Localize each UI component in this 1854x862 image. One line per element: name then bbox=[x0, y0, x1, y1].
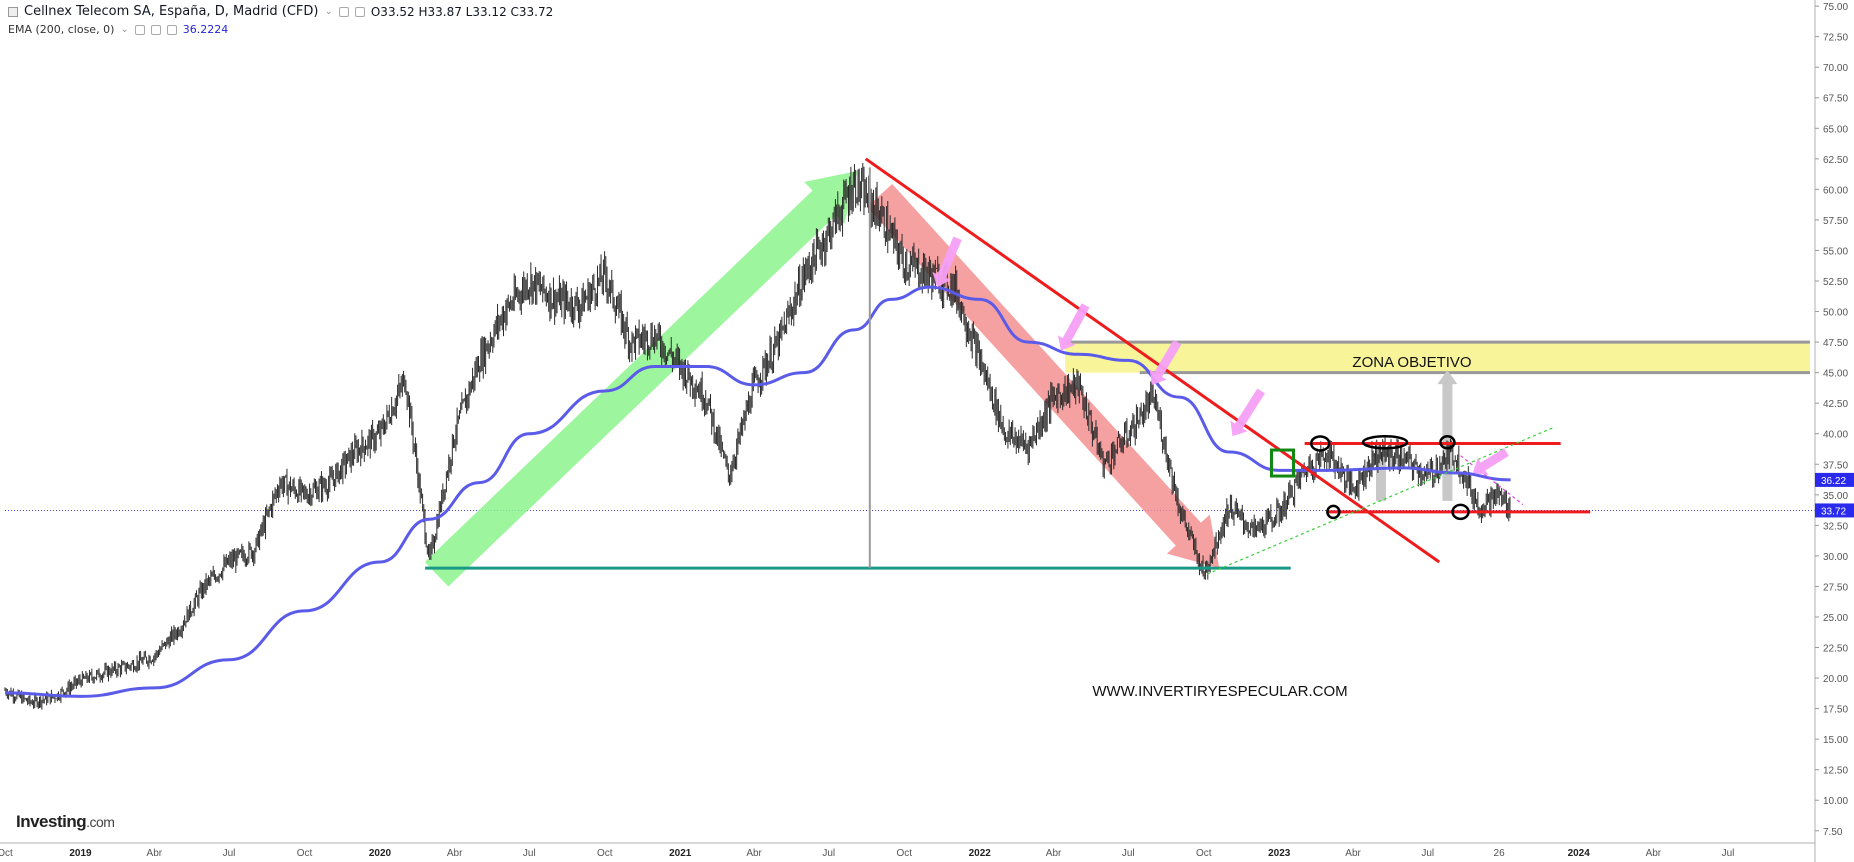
ema-line bbox=[4, 285, 1511, 698]
time-tick-label: Abr bbox=[1046, 848, 1062, 859]
pink-signal-arrow bbox=[1057, 303, 1090, 351]
time-tick-label: Jul bbox=[523, 848, 536, 859]
ema-price-tag: 36.22 bbox=[1821, 476, 1846, 487]
eye-icon[interactable] bbox=[338, 6, 349, 17]
pink-signal-arrow bbox=[1230, 388, 1265, 437]
pink-signal-arrow bbox=[932, 236, 962, 288]
settings-icon[interactable] bbox=[150, 24, 161, 35]
collapse-icon[interactable] bbox=[8, 6, 18, 17]
time-tick-label: Oct bbox=[297, 848, 313, 859]
ohlc-values: O33.52 H33.87 L33.12 C33.72 bbox=[370, 4, 554, 19]
instrument-title: Cellnex Telecom SA, España, D, Madrid (C… bbox=[24, 4, 319, 19]
time-tick-label: Abr bbox=[746, 848, 762, 859]
price-tick-label: 42.50 bbox=[1823, 399, 1848, 410]
pivot-circle bbox=[1326, 504, 1341, 520]
price-axis[interactable]: 75.00 72.50 70.00 67.50 65.00 62.50 60.00 57.50… bbox=[1814, 0, 1848, 862]
pivot-circle bbox=[1309, 435, 1331, 452]
time-tick-label: Jul bbox=[822, 848, 835, 859]
price-tick-label: 40.00 bbox=[1823, 430, 1848, 441]
price-tick-label: 57.50 bbox=[1823, 216, 1848, 227]
chevron-down-icon[interactable]: ⌄ bbox=[324, 6, 333, 17]
ema-200-line bbox=[4, 285, 1511, 698]
time-tick-label: 2021 bbox=[669, 848, 692, 859]
time-tick-label: 2020 bbox=[369, 848, 392, 859]
price-tick-label: 75.00 bbox=[1823, 2, 1848, 13]
target-zone bbox=[1065, 340, 1810, 375]
price-tick-label: 10.00 bbox=[1823, 796, 1848, 807]
price-tags: 36.22 33.72 bbox=[1815, 472, 1854, 518]
price-tick-label: 32.50 bbox=[1823, 521, 1848, 532]
price-tick-label: 65.00 bbox=[1823, 124, 1848, 135]
ema-price-tag-bg bbox=[1815, 472, 1854, 487]
investing-logo: Investing.com bbox=[16, 812, 115, 831]
price-tick-label: 7.50 bbox=[1823, 827, 1843, 838]
price-tick-label: 62.50 bbox=[1823, 155, 1848, 166]
zone-objetivo-label: ZONA OBJETIVO bbox=[1352, 354, 1471, 371]
price-tick-label: 60.00 bbox=[1823, 185, 1848, 196]
drawing-lines bbox=[425, 157, 1591, 575]
price-tick-label: 72.50 bbox=[1823, 33, 1848, 44]
time-tick-label: Abr bbox=[147, 848, 163, 859]
website-watermark: WWW.INVERTIRYESPECULAR.COM bbox=[1092, 683, 1347, 700]
price-tick-label: 45.00 bbox=[1823, 369, 1848, 380]
price-tick-label: 22.50 bbox=[1823, 644, 1848, 655]
zone-rect bbox=[1065, 342, 1810, 373]
time-tick-label: 2022 bbox=[969, 848, 992, 859]
dotted-downtrend-line bbox=[1460, 455, 1524, 506]
indicator-label: EMA (200, close, 0) bbox=[8, 23, 115, 36]
time-tick-label: Jul bbox=[1122, 848, 1135, 859]
time-axis[interactable]: Oct 2019 Abr Jul Oct 2020 Abr Jul Oct 2021 Abr Jul O… bbox=[0, 842, 1815, 859]
time-tick-label: Jul bbox=[1421, 848, 1434, 859]
settings-icon[interactable] bbox=[354, 6, 365, 17]
time-tick-label: 2023 bbox=[1268, 848, 1291, 859]
time-tick-label: 2019 bbox=[69, 848, 92, 859]
time-tick-label: Oct bbox=[0, 848, 13, 859]
indicator-value: 36.2224 bbox=[182, 23, 229, 36]
time-tick-label: Jul bbox=[223, 848, 236, 859]
pink-signal-arrow bbox=[1472, 448, 1509, 476]
price-tick-label: 70.00 bbox=[1823, 63, 1848, 74]
time-tick-label: Oct bbox=[1196, 848, 1212, 859]
price-tick-label: 67.50 bbox=[1823, 94, 1848, 105]
pivot-circle bbox=[1361, 435, 1409, 450]
breakout-square bbox=[1270, 448, 1296, 478]
price-tick-label: 50.00 bbox=[1823, 308, 1848, 319]
time-tick-label: Abr bbox=[1345, 848, 1361, 859]
price-tick-label: 55.00 bbox=[1823, 246, 1848, 257]
price-tick-label: 20.00 bbox=[1823, 674, 1848, 685]
last-price-tag: 33.72 bbox=[1821, 506, 1846, 517]
price-tick-label: 52.50 bbox=[1823, 277, 1848, 288]
time-tick-label: Oct bbox=[597, 848, 613, 859]
chevron-down-icon[interactable]: ⌄ bbox=[120, 24, 129, 35]
price-tick-label: 47.50 bbox=[1823, 338, 1848, 349]
price-tick-label: 30.00 bbox=[1823, 552, 1848, 563]
price-tick-label: 35.00 bbox=[1823, 491, 1848, 502]
pivot-circle bbox=[1439, 435, 1456, 450]
chart-header: Cellnex Telecom SA, España, D, Madrid (C… bbox=[8, 4, 553, 36]
price-tick-label: 15.00 bbox=[1823, 735, 1848, 746]
time-tick-label: 26 bbox=[1494, 848, 1506, 859]
time-tick-label: Oct bbox=[896, 848, 912, 859]
time-tick-label: Jul bbox=[1722, 848, 1735, 859]
drawing-marks bbox=[932, 236, 1509, 521]
last-price-tag-bg bbox=[1815, 503, 1854, 518]
time-tick-label: 2024 bbox=[1568, 848, 1591, 859]
dotted-uptrend-line bbox=[1206, 427, 1554, 575]
price-tick-label: 25.00 bbox=[1823, 613, 1848, 624]
price-tick-label: 27.50 bbox=[1823, 582, 1848, 593]
trend-arrows bbox=[424, 171, 1458, 587]
close-icon[interactable] bbox=[166, 24, 177, 35]
pink-signal-arrow bbox=[1149, 339, 1182, 385]
time-tick-label: Abr bbox=[447, 848, 463, 859]
pivot-circle bbox=[1451, 503, 1470, 521]
time-tick-label: Abr bbox=[1646, 848, 1662, 859]
downtrend-line bbox=[864, 157, 1441, 564]
price-tick-label: 17.50 bbox=[1823, 705, 1848, 716]
eye-icon[interactable] bbox=[134, 24, 145, 35]
price-tick-label: 12.50 bbox=[1823, 766, 1848, 777]
price-tick-label: 37.50 bbox=[1823, 460, 1848, 471]
uptrend-arrow bbox=[424, 171, 858, 587]
